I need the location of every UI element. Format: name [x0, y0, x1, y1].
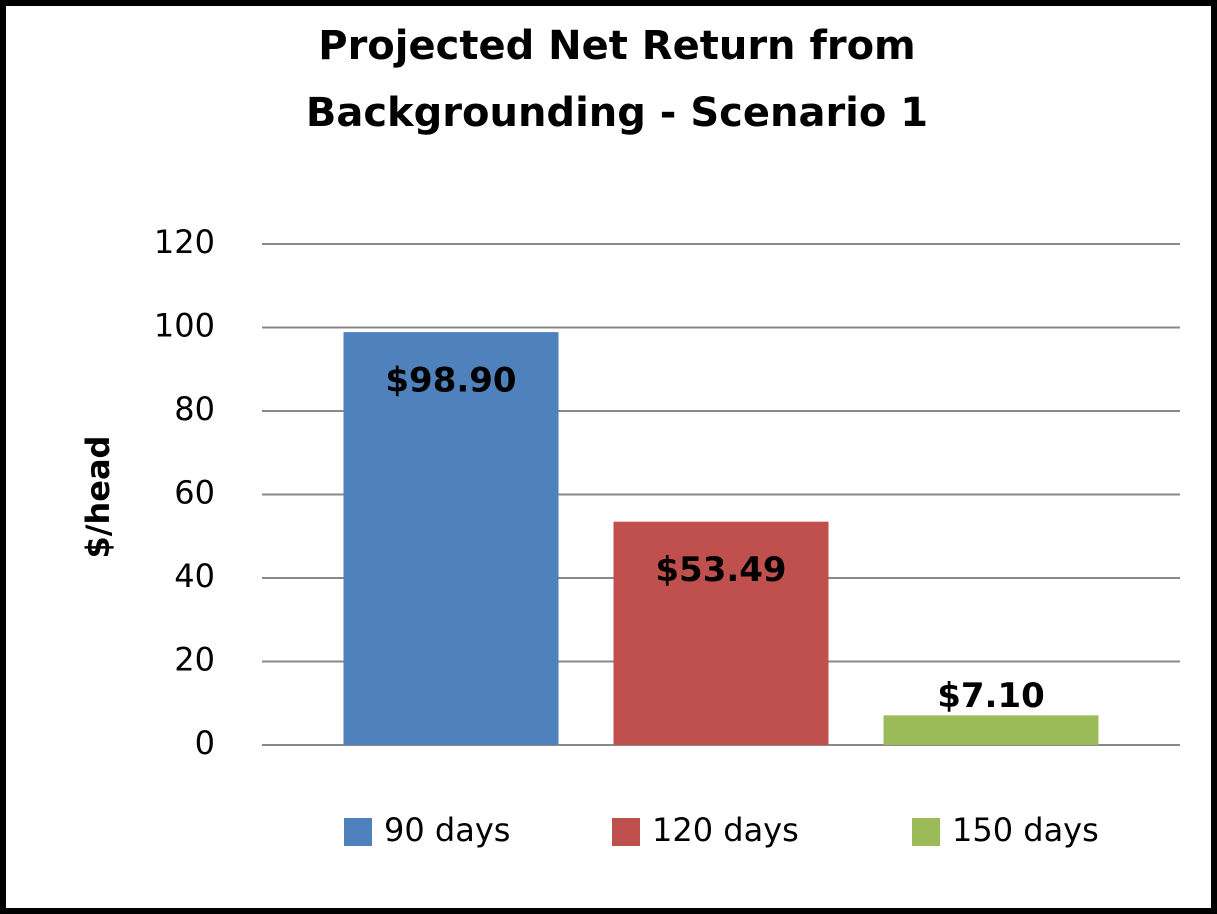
value-label: $53.49 — [655, 550, 786, 590]
legend-swatch — [344, 818, 372, 846]
y-tick-label: 20 — [174, 641, 215, 679]
value-label: $98.90 — [385, 361, 516, 401]
value-label: $7.10 — [937, 676, 1045, 716]
legend-swatch — [612, 818, 640, 846]
y-tick-label: 100 — [154, 307, 215, 345]
y-tick-label: 80 — [174, 390, 215, 428]
y-tick-label: 120 — [154, 223, 215, 261]
y-tick-label: 0 — [195, 724, 215, 762]
bar — [613, 521, 829, 745]
legend-label: 150 days — [952, 811, 1099, 849]
bar — [883, 715, 1099, 745]
chart-title: Backgrounding - Scenario 1 — [306, 90, 928, 136]
chart-title: Projected Net Return from — [318, 23, 915, 69]
bar — [343, 332, 559, 745]
legend-swatch — [912, 818, 940, 846]
y-tick-label: 40 — [174, 557, 215, 595]
y-tick-label: 60 — [174, 474, 215, 512]
legend-label: 120 days — [652, 811, 799, 849]
legend-label: 90 days — [384, 811, 510, 849]
y-axis-label: $/head — [79, 436, 117, 559]
